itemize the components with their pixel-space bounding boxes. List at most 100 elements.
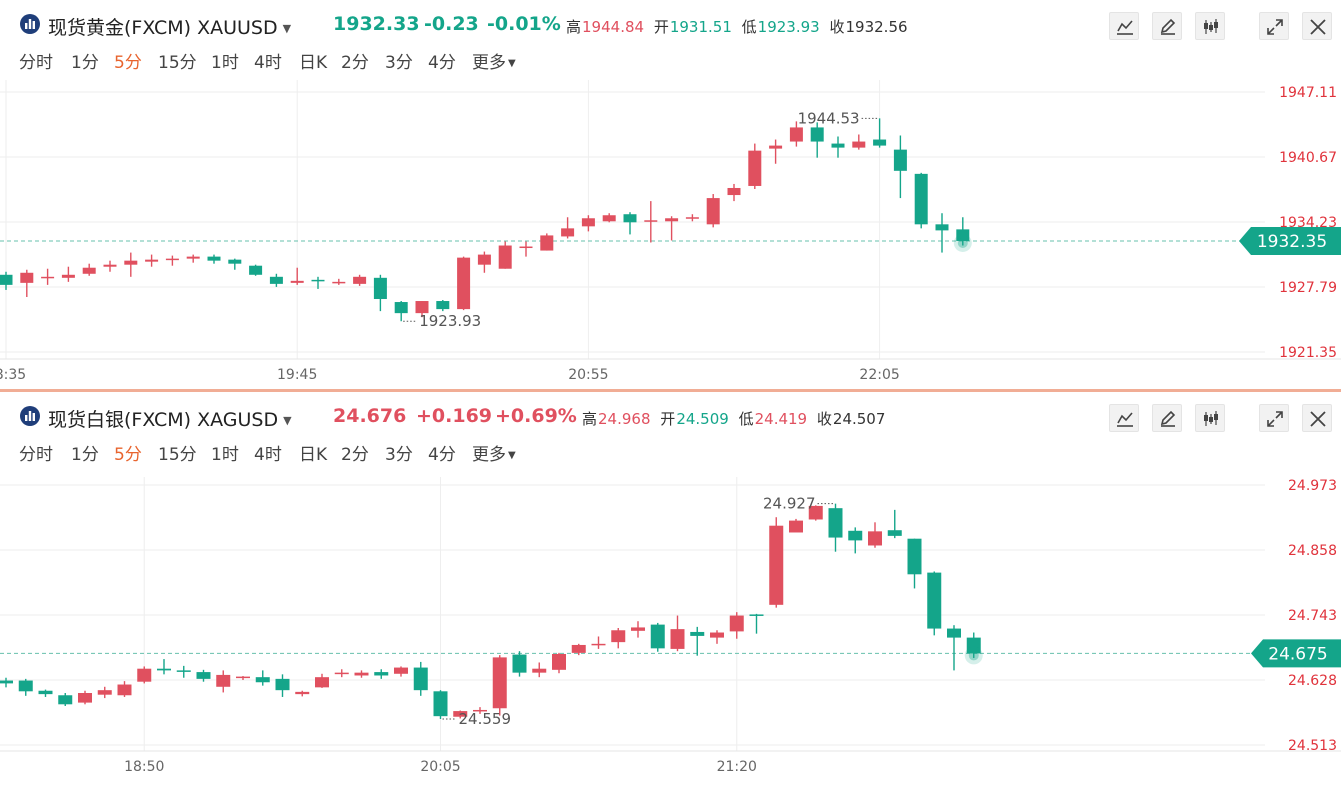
period-tab-10[interactable]: 更多 ▼ [472,48,516,73]
candle [249,264,263,276]
period-tab-0[interactable]: 分时 [19,48,53,73]
candlestick-button[interactable] [1195,404,1225,432]
candle [216,670,231,693]
candle-body [269,276,283,284]
candle [374,669,389,679]
symbol-dropdown-icon[interactable]: ▼ [283,414,292,427]
candle-body [394,667,408,674]
pencil-button[interactable] [1152,404,1182,432]
period-tab-3[interactable]: 15分 [158,48,197,73]
candle [275,674,290,697]
period-tab-label: 4时 [254,445,282,465]
period-tab-label: 1时 [211,53,239,73]
min-price-label: 1923.93 [419,312,481,330]
period-tab-1[interactable]: 1分 [71,48,99,73]
period-tab-10[interactable]: 更多 ▼ [472,440,516,465]
last-price-glow [964,646,983,665]
period-tab-9[interactable]: 4分 [428,440,456,465]
line-tool-button[interactable] [1109,12,1139,40]
period-tab-4[interactable]: 1时 [211,440,239,465]
candle [311,276,325,289]
gold-change: -0.23 [424,13,479,35]
candle-body [710,632,724,638]
candle-body [581,218,595,227]
candle-body [789,127,803,142]
period-tab-1[interactable]: 1分 [71,440,99,465]
candle [729,612,744,639]
candle-body [82,267,96,274]
candle-body [477,254,491,265]
candle [413,661,428,696]
gold-ohlc: 高1944.84 开1931.51 低1923.93 收1932.56 [566,16,913,37]
period-tab-5[interactable]: 4时 [254,440,282,465]
period-tab-5[interactable]: 4时 [254,48,282,73]
period-tab-8[interactable]: 3分 [385,440,413,465]
close-button[interactable] [1302,12,1332,40]
candle [670,615,685,652]
line-tool-button[interactable] [1109,404,1139,432]
candle-body [810,127,824,142]
period-tab-label: 4分 [428,53,456,73]
panel-divider [0,389,1341,392]
candle-body [848,530,863,541]
period-tab-0[interactable]: 分时 [19,440,53,465]
candle [685,214,699,222]
candle-body [436,301,450,310]
period-tab-8[interactable]: 3分 [385,48,413,73]
period-tab-3[interactable]: 15分 [158,440,197,465]
candle [650,622,665,652]
candle [354,670,369,678]
expand-button[interactable] [1259,404,1289,432]
expand-button[interactable] [1259,12,1289,40]
candle-body [41,276,55,279]
candle-body [176,670,191,672]
period-tab-6[interactable]: 日K [299,48,327,73]
gold-header: 现货黄金(FXCM) XAUUSD ▼ 1932.33 -0.23 -0.01% … [0,8,1341,40]
candlestick-button[interactable] [1195,12,1225,40]
candle [332,278,346,285]
period-tab-9[interactable]: 4分 [428,48,456,73]
candle-body [893,149,907,171]
close-button[interactable] [1302,404,1332,432]
candle-body [145,259,159,262]
close-icon [1310,411,1326,427]
period-tab-7[interactable]: 2分 [341,440,369,465]
candle-body [670,629,685,649]
candle [82,263,96,276]
gold-open: 1931.51 [669,18,732,36]
period-tab-label: 2分 [341,445,369,465]
y-tick-label: 24.628 [1288,673,1337,689]
pencil-button[interactable] [1152,12,1182,40]
period-tab-6[interactable]: 日K [299,440,327,465]
low-label: 低 [741,18,757,36]
candle [519,241,533,257]
chart-logo-icon [20,14,40,34]
candle [196,669,211,682]
candle [532,662,547,678]
silver-title[interactable]: 现货白银(FXCM) XAGUSD ▼ [48,405,292,432]
candle-body [966,637,981,654]
chart-svg: 18:50 20:05 21:20 24.973 24.858 24.743 24.628 2… [0,477,1341,775]
candle [255,670,270,686]
symbol-dropdown-icon[interactable]: ▼ [282,22,292,35]
candle-body [769,145,783,149]
candle-body [690,631,705,636]
period-tab-label: 分时 [19,53,53,73]
candle [611,628,626,649]
candle-body [498,245,512,269]
gold-change-pct: -0.01% [487,13,561,35]
candlestick-icon [1204,411,1218,426]
period-tab-2[interactable]: 5分 [114,440,142,465]
candle-body [103,264,117,267]
period-tab-label: 3分 [385,445,413,465]
period-tab-7[interactable]: 2分 [341,48,369,73]
candle-body [413,667,428,691]
candle-body [665,218,679,222]
period-tab-2[interactable]: 5分 [114,48,142,73]
gold-title[interactable]: 现货黄金(FXCM) XAUUSD ▼ [48,13,291,40]
candle [710,630,724,644]
period-tab-label: 4时 [254,53,282,73]
candle-body [394,302,408,314]
period-tab-4[interactable]: 1时 [211,48,239,73]
candle-body [935,224,949,231]
